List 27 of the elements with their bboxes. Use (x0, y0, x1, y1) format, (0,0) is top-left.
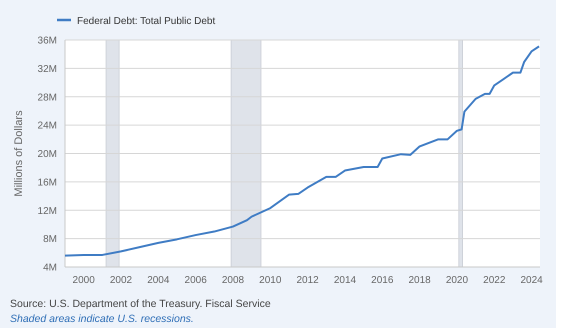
line-series (64, 45, 540, 257)
x-tick-label: 2000 (72, 275, 96, 286)
x-tick-label: 2022 (483, 275, 506, 286)
x-tick-label: 2006 (184, 275, 208, 286)
y-tick-label: 24M (38, 120, 57, 132)
y-tick-label: 32M (38, 64, 57, 75)
x-tick-label: 2016 (371, 275, 394, 286)
x-tick-label: 2014 (334, 275, 357, 286)
y-axis-title: Millions of Dollars (13, 110, 25, 197)
x-tick-label: 2008 (222, 275, 245, 286)
x-tick-label: 2018 (408, 275, 432, 286)
x-tick-label: 2004 (147, 275, 170, 286)
x-tick-label: 2012 (296, 275, 320, 286)
legend-label: Federal Debt: Total Public Debt (77, 16, 216, 27)
source-note: Source: U.S. Department of the Treasury. Fiscal Service (10, 298, 271, 310)
x-tick-label: 2010 (259, 275, 282, 286)
text: Shaded areas indicate U.S. recessions. (10, 313, 194, 325)
y-tick-label: 4M (43, 262, 57, 274)
y-tick-label: 28M (38, 92, 57, 104)
y-tick-label: 12M (38, 206, 57, 217)
x-tick-label: 2002 (110, 275, 133, 286)
y-tick-label: 8M (43, 234, 57, 246)
x-tick-label: 2020 (446, 275, 469, 286)
x-tick-label: 2024 (520, 275, 544, 286)
y-tick-label: 20M (38, 149, 57, 160)
y-tick-label: 16M (38, 177, 57, 188)
y-tick-label: 36M (38, 36, 57, 46)
